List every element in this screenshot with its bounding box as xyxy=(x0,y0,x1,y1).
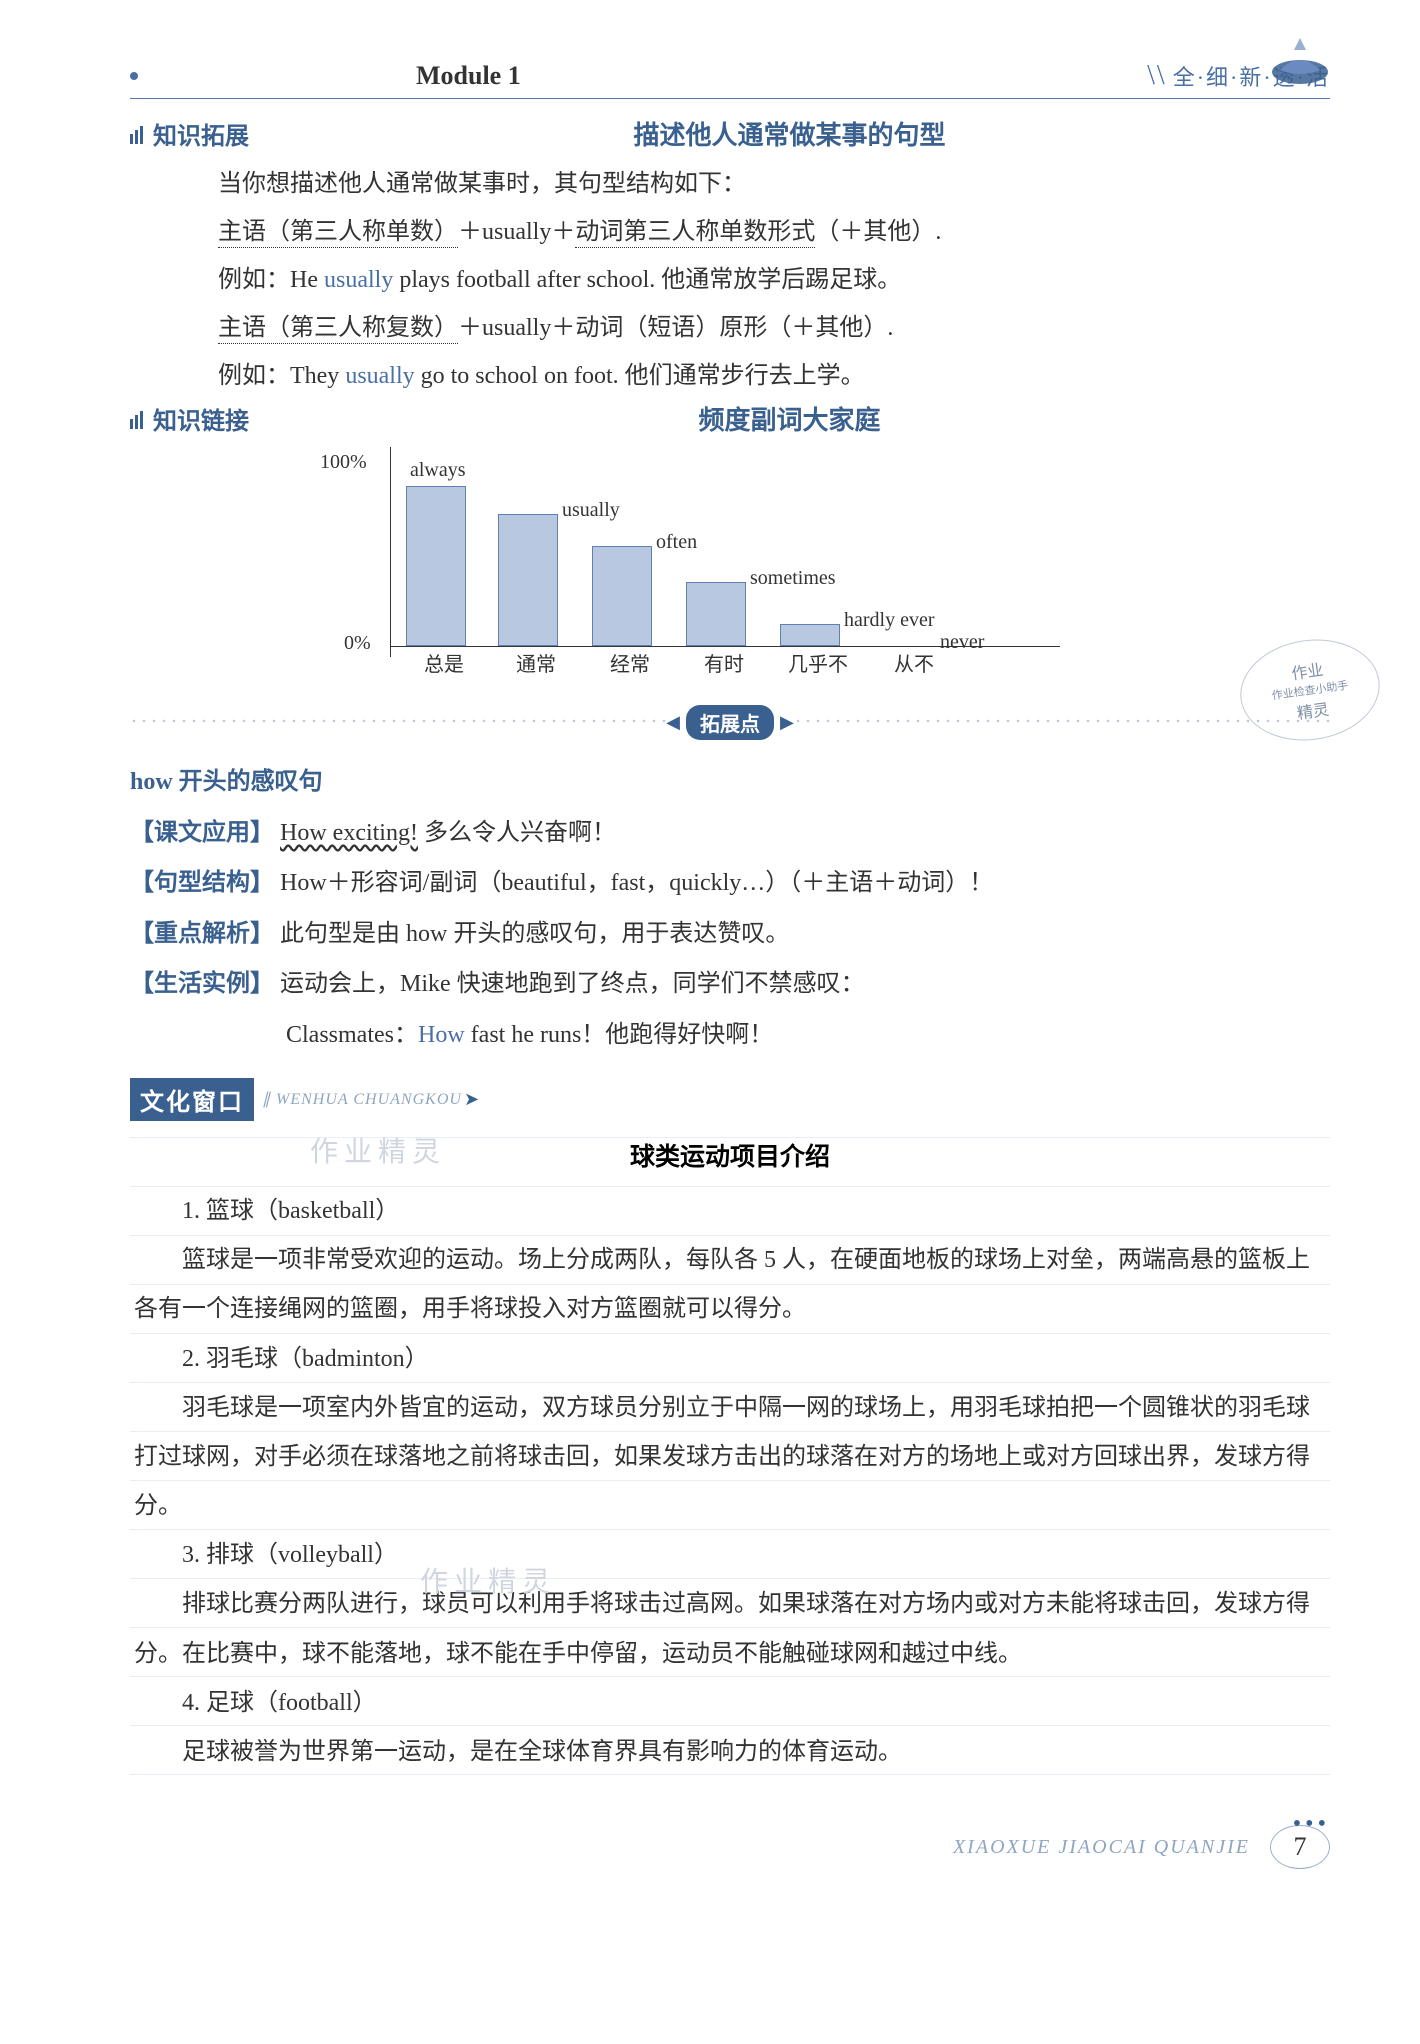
s1-line2b: ＋usually＋ xyxy=(458,219,575,245)
section2-label-text: 知识链接 xyxy=(153,401,249,436)
s1-line2d: （＋其他）. xyxy=(815,219,941,245)
culture-tab-heading: 文化窗口 ∥ WENHUA CHUANGKOU ➤ xyxy=(130,1078,1330,1121)
chart-bar-top-label: usually xyxy=(562,499,620,522)
c-i4b: 足球被誉为世界第一运动，是在全球体育界具有影响力的体育运动。 xyxy=(134,1728,1326,1777)
how-l1-rest: 多么令人兴奋啊！ xyxy=(424,820,616,846)
section2-subtitle: 频度副词大家庭 xyxy=(249,400,1330,437)
chart-bar-top-label: often xyxy=(656,531,697,554)
footer-dots-icon: ••• xyxy=(1293,1811,1330,1838)
c-i2b: 羽毛球是一项室内外皆宜的运动，双方球员分别立于中隔一网的球场上，用羽毛球拍把一个… xyxy=(134,1384,1326,1532)
s1-line2: 主语（第三人称单数）＋usually＋动词第三人称单数形式（＋其他）. xyxy=(170,208,1330,256)
s1-line3b: usually xyxy=(324,267,393,293)
c-i1h: 1. 篮球（basketball） xyxy=(134,1187,1326,1236)
how-l2-text: How＋形容词/副词（beautiful，fast，quickly…）（＋主语＋… xyxy=(280,870,993,896)
how-l5: Classmates：How fast he runs！他跑得好快啊！ xyxy=(130,1010,1330,1060)
section-label-text: 知识拓展 xyxy=(153,116,249,151)
kv-label: 【句型结构】 xyxy=(130,870,274,896)
chart-bar-bottom-label: 从不 xyxy=(870,648,958,677)
c-i3b: 排球比赛分两队进行，球员可以利用手将球击过高网。如果球落在对方场内或对方未能将球… xyxy=(134,1580,1326,1678)
slash-icon: \\ xyxy=(1147,60,1167,92)
kv-label: 【生活实例】 xyxy=(130,971,274,997)
how-l1-u: How exciting! xyxy=(280,820,418,846)
how-l1: 【课文应用】 How exciting! 多么令人兴奋啊！ xyxy=(130,808,1330,858)
divider-band: ◀ 拓展点 ▶ xyxy=(130,707,1330,737)
page: Module 1 \\ 全·细·新·透·活 知识拓展 描述他人通常做某事的句型 … xyxy=(0,0,1420,1917)
s1-line5: 例如：They usually go to school on foot. 他们… xyxy=(170,352,1330,400)
culture-tab-pinyin: ∥ WENHUA CHUANGKOU xyxy=(262,1089,462,1109)
how-l5c: fast he runs！他跑得好快啊！ xyxy=(465,1022,774,1048)
book-logo-icon xyxy=(1260,30,1340,90)
how-l5a: Classmates： xyxy=(286,1022,418,1048)
how-heading: how 开头的感叹句 xyxy=(130,761,1330,796)
pill-right-arrow-icon: ▶ xyxy=(780,712,794,733)
s1-line5b: usually xyxy=(345,363,414,389)
how-l2: 【句型结构】 How＋形容词/副词（beautiful，fast，quickly… xyxy=(130,858,1330,908)
chart-bar xyxy=(686,582,746,646)
how-l5b: How xyxy=(418,1022,465,1048)
s1-line2c: 动词第三人称单数形式 xyxy=(575,219,815,248)
s1-line2a: 主语（第三人称单数） xyxy=(218,219,458,248)
c-i4h: 4. 足球（football） xyxy=(134,1679,1326,1728)
pill-left-arrow-icon: ◀ xyxy=(666,712,680,733)
s1-line4b: ＋usually＋动词（短语）原形（＋其他）. xyxy=(458,315,893,341)
footer-pinyin: XIAOXUE JIAOCAI QUANJIE xyxy=(953,1836,1250,1859)
chart-bar-top-label: hardly ever xyxy=(844,609,935,632)
kv-label: 【课文应用】 xyxy=(130,820,274,846)
culture-title: 球类运动项目介绍 xyxy=(134,1137,1326,1173)
section-zhishilianjie: 知识链接 频度副词大家庭 xyxy=(130,400,1330,437)
culture-tab-box: 文化窗口 xyxy=(130,1078,254,1121)
c-i2h: 2. 羽毛球（badminton） xyxy=(134,1335,1326,1384)
s1-line3a: 例如：He xyxy=(218,267,324,293)
section-subtitle: 描述他人通常做某事的句型 xyxy=(249,115,1330,152)
s1-line5c: go to school on foot. 他们通常步行去上学。 xyxy=(415,363,865,389)
how-l3-text: 此句型是由 how 开头的感叹句，用于表达赞叹。 xyxy=(280,921,789,947)
ylabel-bottom: 0% xyxy=(344,632,371,655)
chart-bar xyxy=(498,514,558,646)
ylabel-top: 100% xyxy=(320,451,367,474)
chart-bar xyxy=(592,546,652,646)
tab-arrow-icon: ➤ xyxy=(464,1089,479,1110)
s1-line3: 例如：He usually plays football after schoo… xyxy=(170,256,1330,304)
chart-bar-bottom-label: 几乎不 xyxy=(774,648,862,677)
how-l3: 【重点解析】 此句型是由 how 开头的感叹句，用于表达赞叹。 xyxy=(130,909,1330,959)
chart-bar-top-label: always xyxy=(410,459,466,482)
culture-grid: 球类运动项目介绍 1. 篮球（basketball） 篮球是一项非常受欢迎的运动… xyxy=(130,1137,1330,1787)
s1-line1: 当你想描述他人通常做某事时，其句型结构如下： xyxy=(170,160,1330,208)
page-header: Module 1 \\ 全·细·新·透·活 xyxy=(130,60,1330,99)
chart-bar-bottom-label: 通常 xyxy=(492,648,580,677)
how-l4-text: 运动会上，Mike 快速地跑到了终点，同学们不禁感叹： xyxy=(280,971,865,997)
module-title: Module 1 xyxy=(416,61,521,91)
c-i1b: 篮球是一项非常受欢迎的运动。场上分成两队，每队各 5 人，在硬面地板的球场上对垒… xyxy=(134,1236,1326,1334)
page-footer: ••• XIAOXUE JIAOCAI QUANJIE 7 xyxy=(130,1817,1330,1877)
s1-line4a: 主语（第三人称复数） xyxy=(218,315,458,344)
section1-body: 当你想描述他人通常做某事时，其句型结构如下： 主语（第三人称单数）＋usuall… xyxy=(170,160,1330,400)
kv-label: 【重点解析】 xyxy=(130,921,274,947)
chart-bar-bottom-label: 总是 xyxy=(400,648,488,677)
header-dot-icon xyxy=(130,72,138,80)
how-l4: 【生活实例】 运动会上，Mike 快速地跑到了终点，同学们不禁感叹： xyxy=(130,959,1330,1009)
chart-bar-bottom-label: 经常 xyxy=(586,648,674,677)
bars-icon xyxy=(130,126,145,144)
s1-line4: 主语（第三人称复数）＋usually＋动词（短语）原形（＋其他）. xyxy=(170,304,1330,352)
s1-line5a: 例如：They xyxy=(218,363,345,389)
chart-bar-top-label: sometimes xyxy=(750,567,836,590)
divider-pill: 拓展点 xyxy=(686,705,774,740)
culture-body: 1. 篮球（basketball） 篮球是一项非常受欢迎的运动。场上分成两队，每… xyxy=(134,1187,1326,1777)
s1-line3c: plays football after school. 他通常放学后踢足球。 xyxy=(393,267,901,293)
bars-icon xyxy=(130,411,145,429)
c-i3h: 3. 排球（volleyball） xyxy=(134,1531,1326,1580)
frequency-chart: 100% 0% always 总是 usually 通常 often 经常 sometime… xyxy=(320,447,1140,677)
section-zhishituozhan: 知识拓展 描述他人通常做某事的句型 xyxy=(130,115,1330,152)
chart-bar xyxy=(406,486,466,646)
chart-bar-bottom-label: 有时 xyxy=(680,648,768,677)
chart-yaxis xyxy=(390,447,391,657)
chart-bar xyxy=(780,624,840,646)
